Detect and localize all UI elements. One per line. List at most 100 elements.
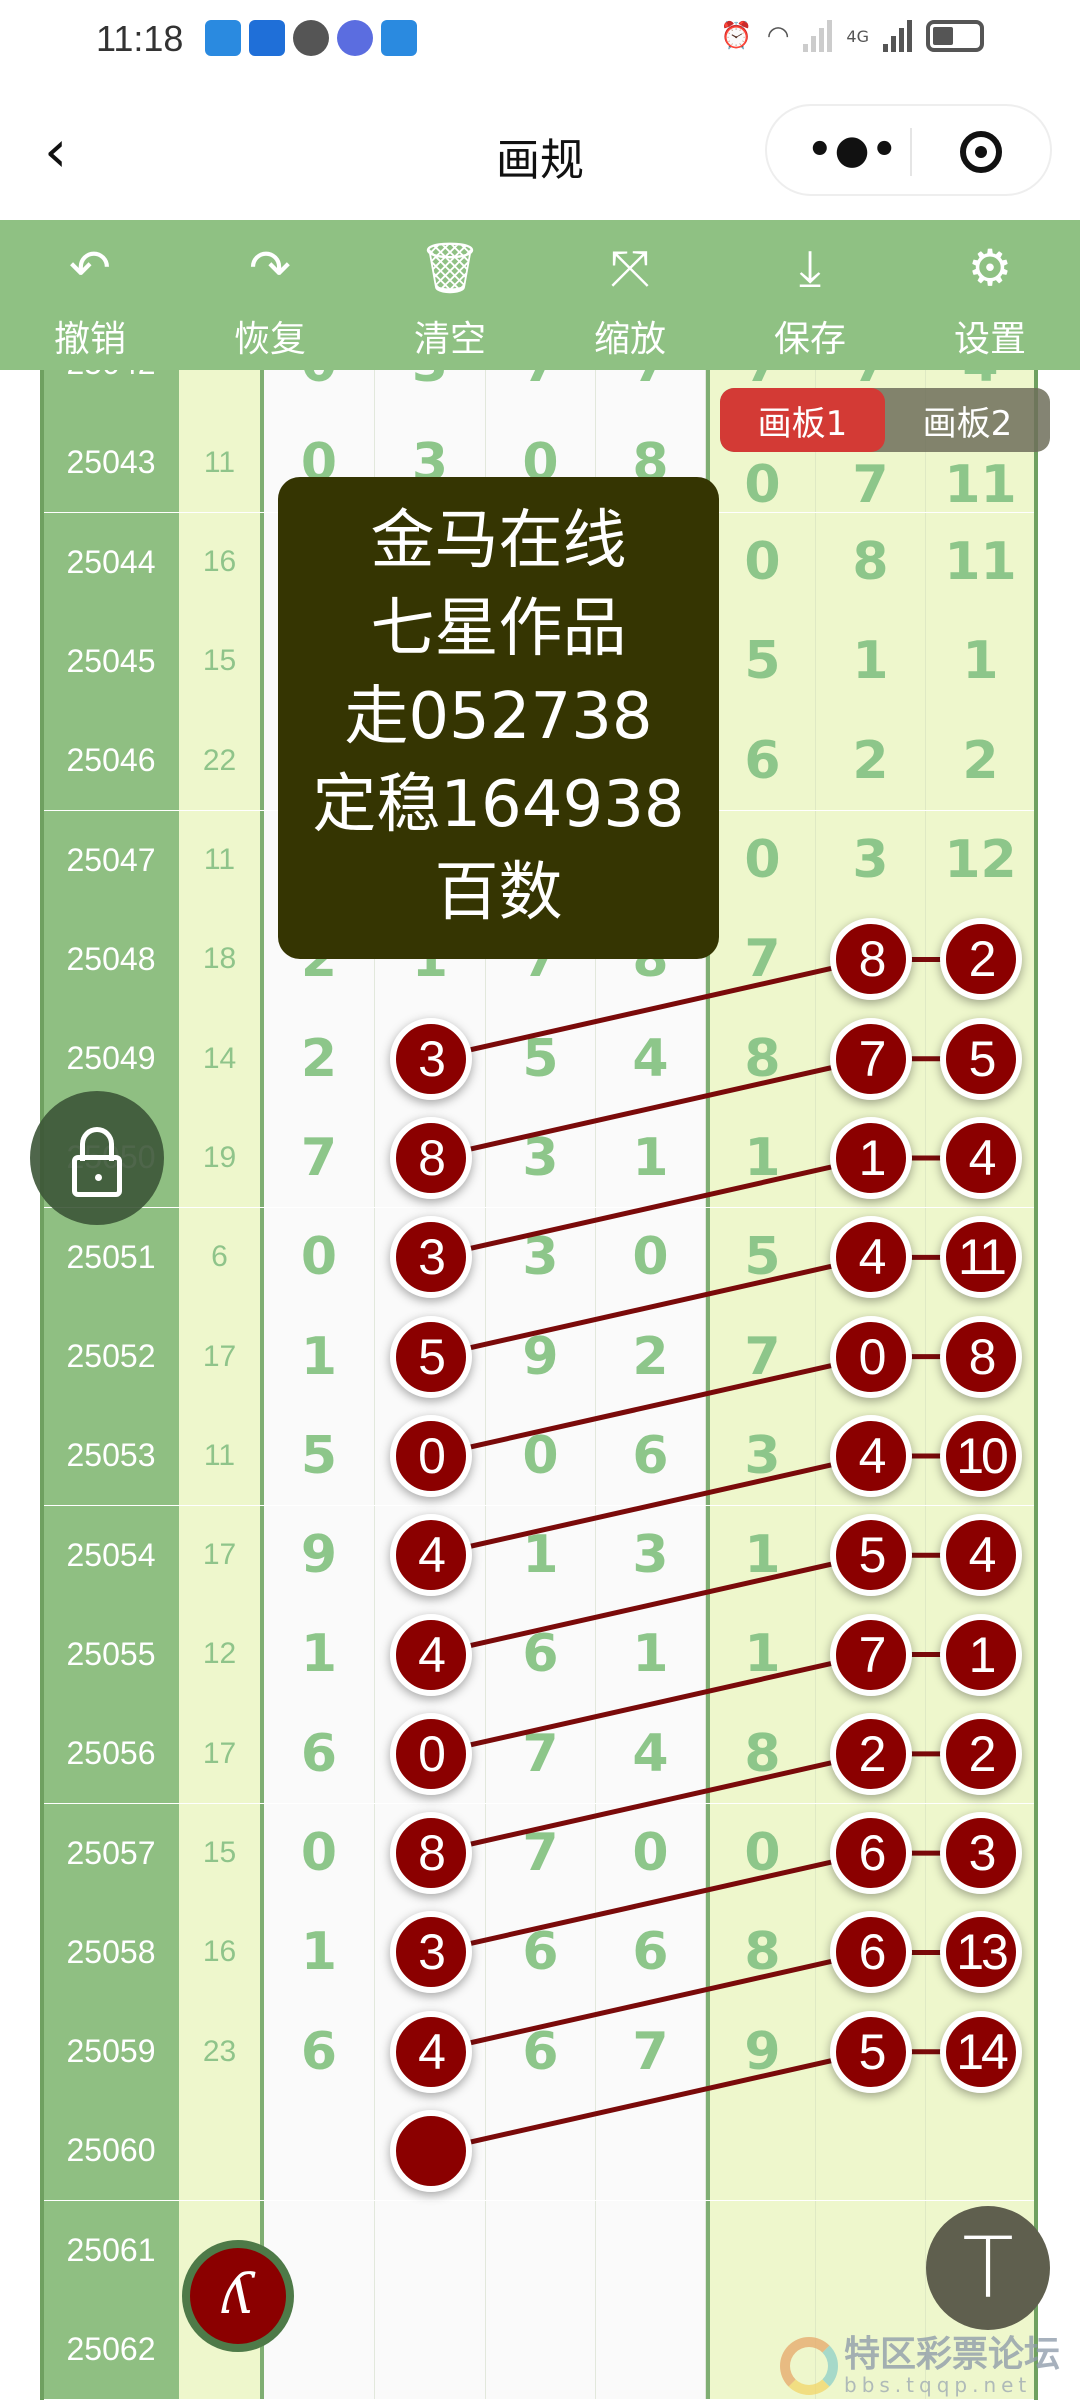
toolbar-button-zoom[interactable]: ⤧ 缩放 xyxy=(540,220,720,370)
marked-ball[interactable]: 1 xyxy=(940,1613,1022,1696)
marked-ball[interactable]: 13 xyxy=(940,1911,1022,1994)
digit-cell[interactable]: 1 xyxy=(264,1604,375,1704)
toolbar-button-redo[interactable]: ↷ 恢复 xyxy=(180,220,360,370)
digit-cell[interactable]: 3 xyxy=(486,1108,596,1208)
marked-ball[interactable]: 4 xyxy=(389,1613,472,1696)
digit-cell[interactable]: 0 xyxy=(486,1406,596,1506)
digit-cell[interactable]: 4 xyxy=(596,1009,706,1109)
marked-ball[interactable]: 3 xyxy=(389,1911,472,1994)
digit-cell[interactable] xyxy=(375,2300,486,2399)
marked-ball[interactable]: 0 xyxy=(830,1315,912,1398)
digit-cell[interactable]: 2 xyxy=(816,711,926,811)
digit-cell[interactable]: 0 xyxy=(264,1207,375,1307)
note-overlay[interactable]: 金马在线 七星作品 走052738 定稳164938 百数 xyxy=(278,477,719,959)
digit-cell[interactable]: 5 xyxy=(706,611,816,711)
digit-cell[interactable]: 1 xyxy=(816,611,926,711)
digit-cell[interactable] xyxy=(596,2101,706,2201)
digit-cell[interactable]: 6 xyxy=(486,2002,596,2102)
marked-ball[interactable]: 5 xyxy=(940,1017,1022,1100)
digit-cell[interactable]: 5 xyxy=(264,1406,375,1506)
marked-ball[interactable]: 0 xyxy=(389,1414,472,1497)
marked-ball[interactable]: 5 xyxy=(830,1514,912,1597)
digit-cell[interactable]: 1 xyxy=(706,1505,816,1605)
digit-cell[interactable]: 7 xyxy=(706,909,816,1009)
digit-cell[interactable]: 8 xyxy=(706,1009,816,1109)
marked-ball[interactable]: 6 xyxy=(830,1812,912,1895)
marked-ball[interactable]: 4 xyxy=(940,1117,1022,1200)
marked-ball[interactable]: 14 xyxy=(940,2010,1022,2093)
digit-cell[interactable]: 12 xyxy=(926,810,1036,910)
marked-ball[interactable]: 4 xyxy=(830,1414,912,1497)
chevron-left-icon[interactable]: ‹ xyxy=(44,117,68,185)
marked-ball[interactable]: 4 xyxy=(830,1216,912,1299)
digit-cell[interactable] xyxy=(486,2300,596,2399)
marked-ball[interactable]: 1 xyxy=(830,1117,912,1200)
digit-cell[interactable]: 4 xyxy=(596,1704,706,1804)
marked-ball[interactable]: 2 xyxy=(940,918,1022,1001)
digit-cell[interactable] xyxy=(486,2101,596,2201)
marked-ball[interactable]: 3 xyxy=(389,1216,472,1299)
digit-cell[interactable]: 9 xyxy=(706,2002,816,2102)
digit-cell[interactable]: 7 xyxy=(264,1108,375,1208)
digit-cell[interactable]: 6 xyxy=(264,2002,375,2102)
digit-cell[interactable]: 1 xyxy=(264,1307,375,1406)
digit-cell[interactable] xyxy=(816,2300,926,2399)
toolbar-button-gear[interactable]: ⚙ 设置 xyxy=(900,220,1080,370)
digit-cell[interactable]: 1 xyxy=(264,1902,375,2002)
digit-cell[interactable] xyxy=(486,2200,596,2300)
tab-board-1[interactable]: 画板1 xyxy=(720,388,885,452)
digit-cell[interactable] xyxy=(596,2300,706,2399)
digit-cell[interactable]: 8 xyxy=(816,512,926,612)
marked-ball[interactable]: 11 xyxy=(940,1216,1022,1299)
digit-cell[interactable]: 8 xyxy=(706,1704,816,1804)
pen-tool-button[interactable]: ʎ xyxy=(182,2240,294,2352)
digit-cell[interactable]: 5 xyxy=(486,1009,596,1109)
digit-cell[interactable]: 0 xyxy=(264,1803,375,1903)
marked-ball[interactable]: 4 xyxy=(389,2010,472,2093)
digit-cell[interactable]: 3 xyxy=(596,1505,706,1605)
tab-board-2[interactable]: 画板2 xyxy=(922,403,1013,444)
marked-ball[interactable] xyxy=(389,2110,472,2193)
marked-ball[interactable]: 8 xyxy=(830,918,912,1001)
marked-ball[interactable]: 8 xyxy=(389,1812,472,1895)
digit-cell[interactable]: 3 xyxy=(816,810,926,910)
digit-cell[interactable]: 7 xyxy=(596,2002,706,2102)
digit-cell[interactable] xyxy=(816,2101,926,2201)
digit-cell[interactable]: 11 xyxy=(926,512,1036,612)
target-icon[interactable] xyxy=(960,131,1002,173)
digit-cell[interactable] xyxy=(596,2200,706,2300)
marked-ball[interactable]: 7 xyxy=(830,1017,912,1100)
digit-cell[interactable]: 7 xyxy=(486,1803,596,1903)
digit-cell[interactable] xyxy=(706,2101,816,2201)
digit-cell[interactable]: 9 xyxy=(264,1505,375,1605)
digit-cell[interactable]: 2 xyxy=(926,711,1036,811)
digit-cell[interactable]: 6 xyxy=(264,1704,375,1804)
digit-cell[interactable]: 6 xyxy=(596,1406,706,1506)
marked-ball[interactable]: 4 xyxy=(940,1514,1022,1597)
toolbar-button-download[interactable]: ⤓ 保存 xyxy=(720,220,900,370)
marked-ball[interactable]: 6 xyxy=(830,1911,912,1994)
marked-ball[interactable]: 3 xyxy=(389,1017,472,1100)
digit-cell[interactable] xyxy=(706,2200,816,2300)
digit-cell[interactable]: 7 xyxy=(486,1704,596,1804)
digit-cell[interactable]: 5 xyxy=(706,1207,816,1307)
digit-cell[interactable]: 9 xyxy=(486,1307,596,1406)
marked-ball[interactable]: 0 xyxy=(389,1712,472,1795)
digit-cell[interactable]: 1 xyxy=(706,1108,816,1208)
digit-cell[interactable] xyxy=(926,2101,1036,2201)
digit-cell[interactable]: 6 xyxy=(486,1604,596,1704)
digit-cell[interactable]: 7 xyxy=(706,1307,816,1406)
digit-cell[interactable]: 1 xyxy=(926,611,1036,711)
marked-ball[interactable]: 10 xyxy=(940,1414,1022,1497)
text-tool-button[interactable]: T xyxy=(926,2206,1050,2330)
marked-ball[interactable]: 5 xyxy=(830,2010,912,2093)
marked-ball[interactable]: 5 xyxy=(389,1315,472,1398)
marked-ball[interactable]: 2 xyxy=(940,1712,1022,1795)
digit-cell[interactable]: 1 xyxy=(486,1505,596,1605)
marked-ball[interactable]: 4 xyxy=(389,1514,472,1597)
digit-cell[interactable]: 6 xyxy=(596,1902,706,2002)
digit-cell[interactable]: 2 xyxy=(596,1307,706,1406)
digit-cell[interactable] xyxy=(375,2200,486,2300)
digit-cell[interactable]: 8 xyxy=(706,1902,816,2002)
lock-button[interactable] xyxy=(30,1091,164,1225)
